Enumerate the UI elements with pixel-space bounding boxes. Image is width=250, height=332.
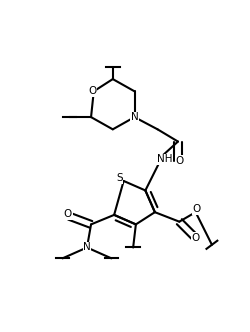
Text: N: N <box>131 112 138 122</box>
Text: NH: NH <box>157 154 172 164</box>
Text: N: N <box>83 242 91 252</box>
Text: O: O <box>192 233 200 243</box>
Text: S: S <box>116 173 123 183</box>
Text: O: O <box>64 209 72 219</box>
Text: O: O <box>175 156 184 166</box>
Text: O: O <box>193 205 201 214</box>
Text: O: O <box>88 86 96 96</box>
